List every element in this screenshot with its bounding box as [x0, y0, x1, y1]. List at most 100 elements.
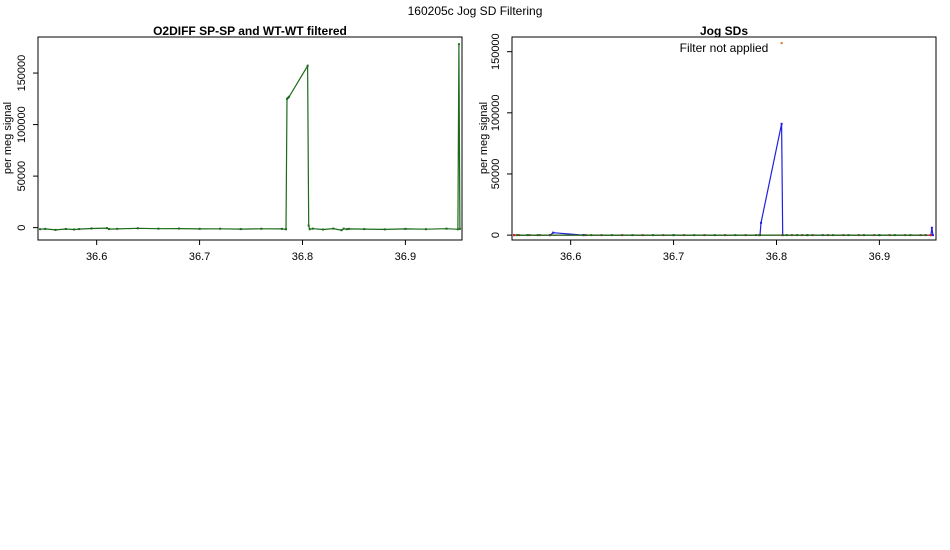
chart-right-data-point	[516, 234, 519, 237]
chart-right-data-point	[693, 234, 696, 237]
chart-right-data-point	[513, 234, 516, 237]
chart-left-data-point	[287, 96, 290, 99]
chart-right-data-point	[651, 234, 654, 237]
chart-left-data-point	[219, 227, 222, 230]
chart-left-data-point	[64, 227, 67, 230]
chart-right-series	[513, 42, 934, 237]
chart-left-data-point	[116, 227, 119, 230]
chart-right-data-point	[552, 231, 555, 234]
chart-right-data-point	[526, 234, 529, 237]
chart-left-data-point	[108, 228, 111, 231]
chart-left-data-point	[322, 228, 325, 231]
chart-right-data-point	[931, 234, 934, 237]
chart-left-data-point	[157, 227, 160, 230]
chart-right-data-point	[862, 234, 865, 237]
chart-left-data-point	[44, 227, 47, 230]
chart-right-data-point	[672, 234, 675, 237]
chart-right-data-point	[780, 42, 783, 45]
chart-left-ylabel: per meg signal	[2, 102, 14, 174]
chart-left-ytick-label: 150000	[16, 55, 28, 92]
chart-right-title: Jog SDs	[700, 24, 748, 38]
chart-right-data-point	[754, 234, 757, 237]
chart-right-data-point	[780, 122, 783, 125]
chart-left-data-point	[445, 227, 448, 230]
chart-left-data-point	[456, 228, 459, 231]
chart-right-data-point	[806, 234, 809, 237]
chart-left-ytick-label: 0	[16, 225, 28, 231]
chart-right-ytick-label: 0	[490, 232, 502, 238]
chart-right-plot-frame	[511, 36, 937, 241]
chart-right-ytick-label: 50000	[490, 159, 502, 190]
chart-left-data-point	[136, 227, 139, 230]
chart-left-data-point	[73, 228, 76, 231]
chart-left-title: O2DIFF SP-SP and WT-WT filtered	[153, 24, 347, 38]
chart-left-xtick-label: 36.8	[292, 251, 313, 263]
chart-right-data-point	[796, 234, 799, 237]
chart-right-data-point	[610, 234, 613, 237]
chart-left-data-point	[260, 227, 263, 230]
chart-right-ylabel: per meg signal	[478, 102, 490, 174]
chart-right-data-point	[924, 234, 927, 237]
chart-left-data-point	[345, 228, 348, 231]
chart-left-data-point	[39, 228, 42, 231]
chart-left-axes: 36.6 36.7 36.8 36.9 0 50000 100000 150000	[16, 55, 416, 263]
chart-left-data-point	[288, 95, 291, 98]
chart-left-data-point	[177, 227, 180, 230]
chart-left-data-point	[285, 228, 288, 231]
chart-left-data-point	[383, 228, 386, 231]
chart-right-xtick-label: 36.8	[766, 251, 787, 263]
chart-left-data-point	[307, 224, 310, 227]
chart-right-data-point	[713, 234, 716, 237]
figure-title: 160205c Jog SD Filtering	[408, 4, 543, 18]
chart-left-ytick-label: 100000	[16, 106, 28, 143]
chart-left-series	[39, 43, 461, 232]
chart-right: Jog SDs Filter not applied per meg signa…	[478, 24, 937, 263]
chart-left-xtick-label: 36.7	[189, 251, 210, 263]
chart-left-ytick-label: 50000	[16, 161, 28, 192]
chart-left-data-point	[311, 227, 314, 230]
chart-right-data-point	[631, 234, 634, 237]
chart-left-data-point	[347, 227, 350, 230]
chart-left-data-point	[404, 227, 407, 230]
chart-right-ytick-label: 150000	[490, 33, 502, 70]
chart-left-data-point	[458, 227, 461, 230]
chart-left-data-point	[342, 227, 345, 230]
chart-left-data-point	[332, 227, 335, 230]
chart-right-data-point	[832, 234, 835, 237]
chart-right-xtick-label: 36.7	[663, 251, 684, 263]
chart-left-data-point	[424, 228, 427, 231]
chart-right-data-point	[734, 234, 737, 237]
chart-left-xtick-label: 36.6	[86, 251, 107, 263]
chart-left-series-line	[40, 44, 461, 231]
chart-right-data-point	[878, 234, 881, 237]
chart-left: O2DIFF SP-SP and WT-WT filtered per meg …	[2, 24, 463, 263]
chart-left-data-point	[105, 227, 108, 230]
chart-right-data-point	[760, 221, 763, 224]
chart-right-data-point	[847, 234, 850, 237]
chart-left-data-point	[90, 227, 93, 230]
chart-left-data-point	[239, 228, 242, 231]
chart-right-data-point	[909, 234, 912, 237]
chart-left-data-point	[54, 228, 57, 231]
chart-right-ytick-label: 100000	[490, 94, 502, 131]
chart-left-data-point	[78, 228, 81, 231]
chart-right-data-point	[536, 234, 539, 237]
chart-left-data-point	[198, 227, 201, 230]
chart-right-data-point	[590, 234, 593, 237]
chart-right-data-point	[929, 234, 932, 237]
chart-right-data-point	[930, 226, 933, 229]
chart-right-xtick-label: 36.9	[869, 251, 890, 263]
chart-left-data-point	[306, 64, 309, 67]
chart-right-data-point	[785, 234, 788, 237]
chart-right-axes: 36.6 36.7 36.8 36.9 0 50000 100000 150000	[490, 33, 890, 263]
chart-left-xtick-label: 36.9	[395, 251, 416, 263]
chart-right-xtick-label: 36.6	[560, 251, 581, 263]
chart-left-data-point	[286, 97, 289, 100]
chart-left-data-point	[308, 228, 311, 231]
chart-right-data-point	[893, 234, 896, 237]
chart-right-annotation: Filter not applied	[680, 41, 769, 55]
chart-right-series-line	[514, 123, 934, 236]
chart-left-data-point	[280, 227, 283, 230]
chart-left-plot-frame	[37, 36, 463, 241]
